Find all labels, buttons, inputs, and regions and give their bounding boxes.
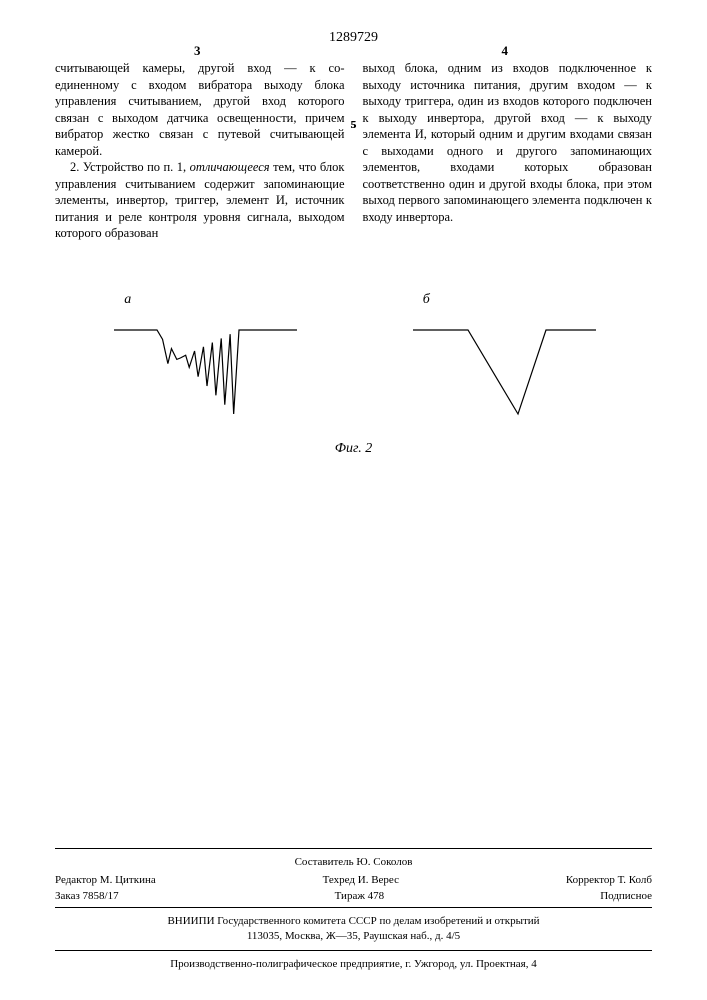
left-paragraph-2-italic: отличающееся bbox=[190, 160, 270, 174]
column-number-right: 4 bbox=[501, 42, 508, 59]
footer-org1: ВНИИПИ Государственного комитета СССР по… bbox=[167, 915, 539, 927]
waveform-a bbox=[99, 312, 309, 422]
footer-compiler: Составитель Ю. Соколов bbox=[55, 852, 652, 873]
footer-rule-2 bbox=[55, 907, 652, 908]
left-paragraph-1: считывающей камеры, другой вход — к со­е… bbox=[55, 61, 345, 158]
figure-row: а б bbox=[55, 292, 652, 427]
footer-tirazh: Тираж 478 bbox=[335, 890, 385, 902]
subfigure-b-label: б bbox=[423, 292, 608, 308]
figure-caption: Фиг. 2 bbox=[55, 441, 652, 457]
column-left: 3 считывающей камеры, другой вход — к со… bbox=[55, 60, 345, 242]
footer-rule-1 bbox=[55, 848, 652, 849]
footer-corrector: Корректор Т. Колб bbox=[566, 874, 652, 886]
right-paragraph: выход блока, одним из входов подключенно… bbox=[363, 61, 653, 224]
footer-row-2: Заказ 7858/17 Тираж 478 Подписное bbox=[55, 888, 652, 904]
column-right: 4 выход блока, одним из входов подключен… bbox=[363, 60, 653, 242]
waveform-b bbox=[398, 312, 608, 422]
footer-techred: Техред И. Верес bbox=[323, 874, 399, 886]
footer-org2: 113035, Москва, Ж—35, Раушская наб., д. … bbox=[247, 930, 460, 942]
subfigure-b: б bbox=[398, 292, 608, 427]
footer-rule-3 bbox=[55, 950, 652, 951]
subfigure-a: а bbox=[99, 292, 309, 427]
subfigure-a-label: а bbox=[124, 292, 309, 308]
document-number: 1289729 bbox=[55, 30, 652, 46]
line-number-5-right: 5 bbox=[351, 118, 357, 133]
footer-order: Заказ 7858/17 bbox=[55, 890, 119, 902]
footer-subscr: Подписное bbox=[600, 890, 652, 902]
text-columns: 3 считывающей камеры, другой вход — к со… bbox=[55, 60, 652, 242]
page: 1289729 3 считывающей камеры, другой вхо… bbox=[0, 0, 707, 1000]
footer-editor: Редактор М. Циткина bbox=[55, 874, 156, 886]
figure-area: а б Фиг. 2 bbox=[55, 292, 652, 457]
column-number-left: 3 bbox=[194, 42, 201, 59]
footer-org: ВНИИПИ Государственного комитета СССР по… bbox=[55, 911, 652, 947]
footer-org3: Производственно-полиграфическое предприя… bbox=[55, 954, 652, 975]
footer: Составитель Ю. Соколов Редактор М. Цитки… bbox=[55, 845, 652, 975]
footer-row-1: Редактор М. Циткина Техред И. Верес Корр… bbox=[55, 872, 652, 888]
left-paragraph-2-prefix: 2. Устройство по п. 1, bbox=[70, 160, 190, 174]
